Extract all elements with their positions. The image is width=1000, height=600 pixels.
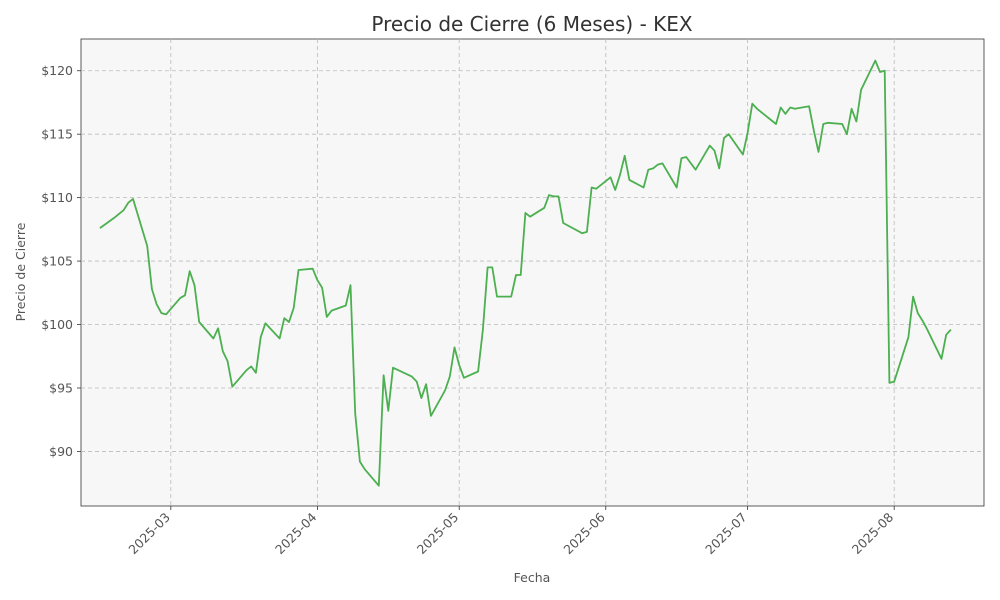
x-tick-label: 2025-08 xyxy=(849,509,897,557)
x-axis: 2025-03 2025-04 2025-05 2025-06 2025-07 2025-… xyxy=(125,506,896,557)
y-tick-label: $90 xyxy=(49,444,73,459)
y-tick-label: $120 xyxy=(41,63,73,78)
y-tick-label: $115 xyxy=(41,127,73,142)
x-tick-label: 2025-06 xyxy=(560,509,608,557)
x-tick-label: 2025-04 xyxy=(272,509,320,557)
grid-lines xyxy=(81,39,984,506)
plot-area xyxy=(80,38,985,507)
series-line xyxy=(99,59,952,487)
y-tick-label: $95 xyxy=(49,380,73,395)
y-axis: $90 $95 $100 $105 $110 $115 $120 xyxy=(41,63,81,459)
y-tick-label: $100 xyxy=(41,317,73,332)
x-axis-label: Fecha xyxy=(514,570,551,585)
y-tick-label: $110 xyxy=(41,190,73,205)
series-group xyxy=(99,59,952,487)
y-axis-label: Precio de Cierre xyxy=(13,222,28,321)
y-tick-label: $105 xyxy=(41,254,73,269)
x-tick-label: 2025-07 xyxy=(702,510,750,558)
x-tick-label: 2025-03 xyxy=(125,510,173,558)
x-tick-label: 2025-05 xyxy=(414,510,462,558)
chart-title: Precio de Cierre (6 Meses) - KEX xyxy=(371,12,693,36)
